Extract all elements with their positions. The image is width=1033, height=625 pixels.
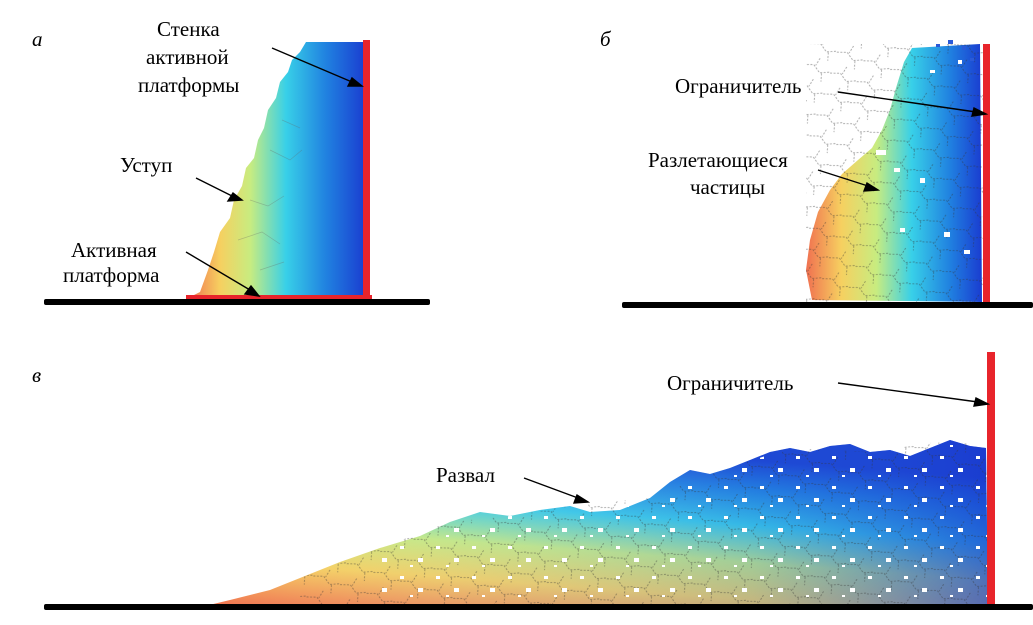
panel-b: б Ограничитель Разлетающиеся частицы — [600, 27, 1033, 308]
panel-b-limiter — [983, 44, 990, 306]
panel-a-ledge-label: Уступ — [120, 153, 172, 177]
panel-b-ground — [622, 302, 1033, 308]
panel-b-particles — [876, 60, 970, 254]
panel-c-ground — [44, 604, 1033, 610]
panel-a: а Стенка активной платформы Уступ Активн… — [32, 17, 430, 305]
panel-c-limiter-label: Ограничитель — [667, 371, 793, 395]
panel-b-cracks — [806, 44, 984, 302]
panel-c-collapse-label: Развал — [436, 463, 495, 487]
panel-b-letter: б — [600, 27, 612, 51]
panel-a-platform — [186, 295, 372, 301]
panel-a-platform-label-line2: платформа — [63, 263, 160, 287]
panel-b-limiter-label: Ограничитель — [675, 74, 801, 98]
panel-a-letter: а — [32, 27, 43, 51]
panel-c-speckles — [380, 440, 988, 600]
panel-c-arrows — [523, 382, 991, 504]
panel-c-letter: в — [32, 363, 41, 387]
panel-a-wall-label-line2: активной — [146, 45, 229, 69]
panel-a-platform-label-line1: Активная — [71, 238, 157, 262]
panel-c-limiter — [987, 352, 995, 610]
panel-c: в Ограничитель Развал — [32, 352, 1033, 610]
panel-b-top-particles — [936, 40, 974, 61]
panel-a-wall-label-line1: Стенка — [157, 17, 220, 41]
panel-a-arrows — [185, 47, 364, 297]
panel-b-arrows — [817, 91, 989, 192]
panel-a-material — [188, 42, 366, 298]
panel-b-particles-label-line2: частицы — [690, 175, 765, 199]
panel-a-ground — [44, 299, 430, 305]
panel-a-wall — [363, 40, 370, 300]
panel-a-faint-lines — [237, 119, 303, 271]
panel-b-particles-label-line1: Разлетающиеся — [648, 148, 788, 172]
panel-a-wall-label-line3: платформы — [138, 73, 239, 97]
